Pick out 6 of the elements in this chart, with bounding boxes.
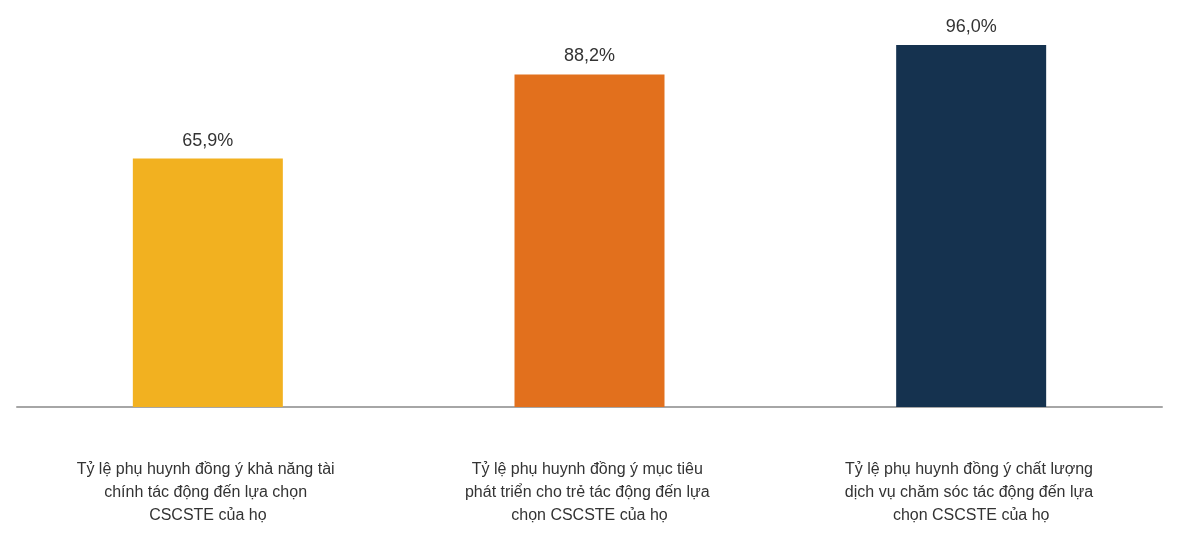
- data-label: 88,2%: [563, 45, 616, 66]
- x-tick-label: Tỷ lệ phụ huynh đồng ý khả năng tài chính tác động đến lựa chọn CSCSTE của họ: [76, 460, 340, 523]
- x-tick-label: Tỷ lệ phụ huynh đồng ý chất lượng dịch vụ chăm sóc tác động đến lựa chọn CSCSTE của họ: [844, 460, 1098, 523]
- data-label: 65,9%: [182, 129, 234, 150]
- data-label: 96,0%: [945, 16, 997, 36]
- x-tick-label: Tỷ lệ phụ huynh đồng ý mục tiêu phát triển cho trẻ tác động đến lựa chọn CSCSTE của họ: [464, 460, 715, 523]
